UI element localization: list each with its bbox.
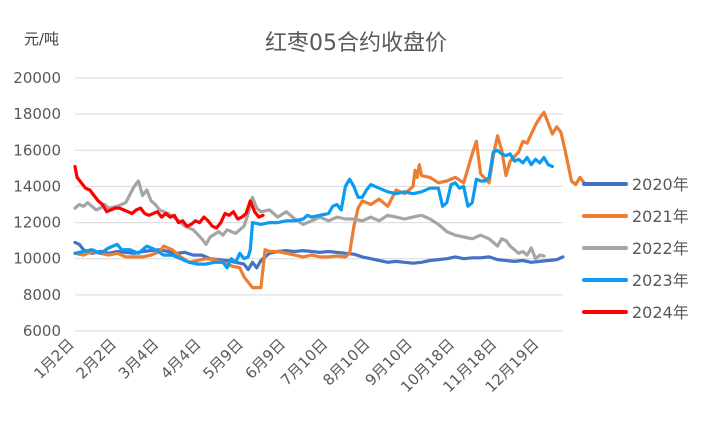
x-tick-label: 5月9日 (199, 335, 246, 382)
chart-title: 红枣05合约收盘价 (265, 31, 447, 56)
y-axis-ticks: 6000 8000 10000 12000 14000 16000 18000 20000 (13, 69, 61, 340)
x-axis-ticks: 1月2日2月2日3月4日4月4日5月9日6月9日7月10日8月10日9月10日1… (30, 335, 542, 396)
legend: 2020年 2021年 2022年 2023年 2024年 (582, 175, 689, 322)
legend-label: 2023年 (632, 271, 689, 290)
y-tick-label: 20000 (13, 69, 61, 87)
y-tick-label: 18000 (13, 105, 61, 123)
legend-label: 2020年 (632, 175, 689, 194)
y-tick-label: 12000 (13, 214, 61, 232)
gridlines (75, 77, 563, 332)
y-tick-label: 8000 (23, 286, 61, 304)
y-tick-label: 6000 (23, 322, 61, 340)
x-tick-label: 4月4日 (157, 335, 204, 382)
y-tick-label: 16000 (13, 141, 61, 159)
x-tick-label: 3月4日 (115, 335, 162, 382)
y-tick-label: 10000 (13, 250, 61, 268)
y-tick-label: 14000 (13, 177, 61, 195)
x-tick-label: 1月2日 (30, 335, 77, 382)
legend-label: 2021年 (632, 207, 689, 226)
series-line-2022年 (73, 179, 546, 261)
series-line-2024年 (73, 164, 265, 230)
series-line-2021年 (73, 110, 586, 290)
series-line-2023年 (73, 148, 554, 270)
series-line-2020年 (73, 240, 565, 272)
series-lines (73, 110, 586, 290)
x-tick-label: 2月2日 (73, 335, 120, 382)
y-unit-label: 元/吨 (24, 30, 59, 48)
legend-label: 2024年 (632, 303, 689, 322)
legend-label: 2022年 (632, 239, 689, 258)
